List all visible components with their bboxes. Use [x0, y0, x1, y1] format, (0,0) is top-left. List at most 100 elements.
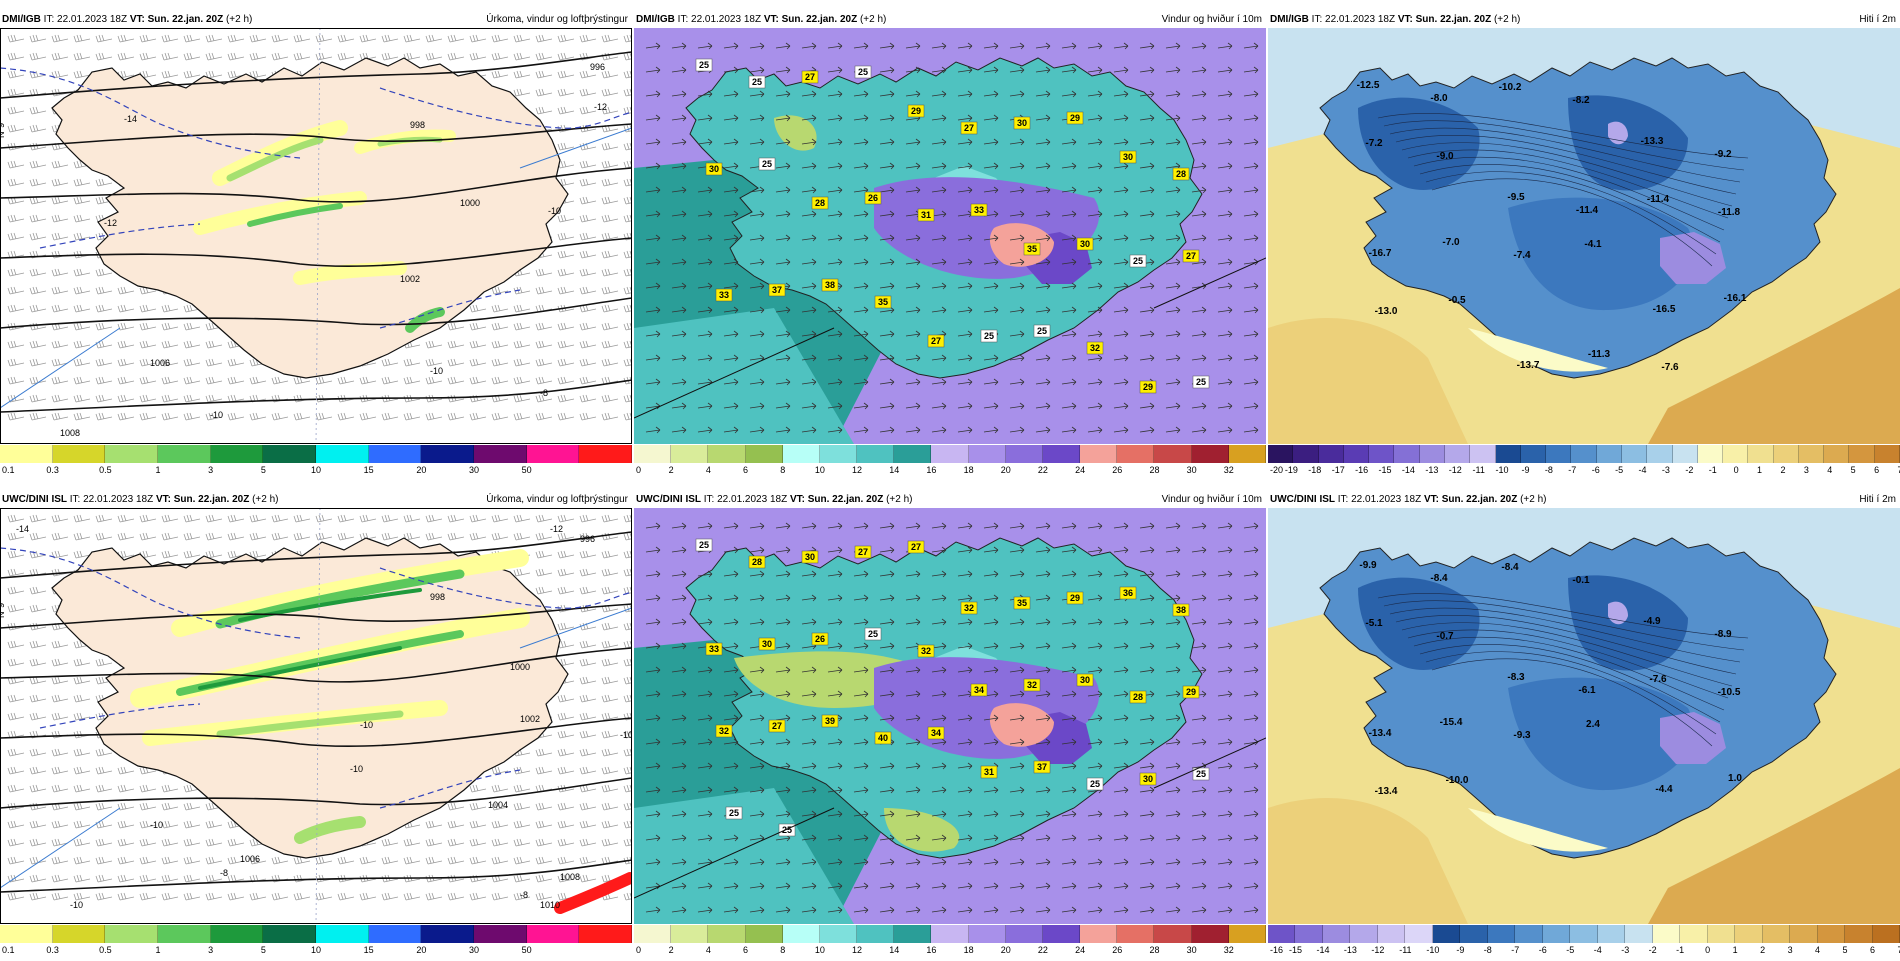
- colorbar-tick-label: -1: [1708, 465, 1717, 475]
- wind-arrow: [1243, 882, 1259, 890]
- wind-arrow: [723, 210, 739, 218]
- contour-line: [1377, 113, 1749, 159]
- wind-barb: [579, 70, 597, 79]
- colorbar-swatch: [782, 445, 820, 463]
- wind-arrow: [1243, 66, 1259, 74]
- wind-arrow: [1217, 834, 1233, 842]
- wind-arrow: [1061, 42, 1077, 50]
- wind-barb: [227, 550, 245, 559]
- wind-barb: [601, 730, 619, 739]
- wind-barb: [249, 550, 267, 559]
- gust-label: 25: [699, 540, 709, 550]
- wind-barb: [7, 532, 25, 541]
- wind-barb: [513, 568, 531, 577]
- wind-barb: [73, 178, 91, 187]
- colorbar-tick-label: -13: [1425, 465, 1439, 475]
- wind-arrow: [827, 42, 843, 50]
- wind-arrow: [697, 354, 713, 362]
- init-time: IT: 22.01.2023 18Z: [40, 14, 130, 25]
- wind-arrow: [1113, 138, 1129, 146]
- wind-barb: [601, 52, 619, 61]
- wind-barb: [205, 340, 223, 349]
- temperature-label: -12: [594, 102, 607, 112]
- wind-zone: [989, 223, 1054, 267]
- wind-barb: [51, 304, 69, 313]
- gust-label: 30: [1017, 118, 1027, 128]
- wind-barb: [117, 376, 135, 385]
- wind-barb: [447, 340, 465, 349]
- gust-box: [907, 540, 925, 554]
- precip-band: [226, 136, 324, 182]
- valid-time: VT: Sun. 22.jan. 20Z: [789, 494, 884, 505]
- temperature-value: -0.7: [1436, 631, 1454, 642]
- wind-arrow: [879, 378, 895, 386]
- temperature-label: -10: [70, 900, 83, 910]
- temperature-value: -8.9: [1714, 629, 1732, 640]
- wind-barb: [205, 856, 223, 865]
- contour-line: [1413, 156, 1725, 231]
- wind-arrow: [957, 306, 973, 314]
- wind-barb: [601, 214, 619, 223]
- gust-box: [821, 278, 839, 292]
- wind-arrow: [957, 258, 973, 266]
- colorbar-swatch: [1798, 445, 1825, 463]
- wind-arrow: [697, 522, 713, 530]
- temperature-contours: [1377, 593, 1749, 747]
- colorbar-tick-label: -2: [1685, 465, 1694, 475]
- wind-arrow: [957, 882, 973, 890]
- temperature-value: -15.4: [1440, 717, 1463, 728]
- wind-barb: [469, 514, 487, 523]
- wind-barb: [623, 838, 632, 847]
- panel-header: UWC/DINI ISL IT: 22.01.2023 18Z VT: Sun.…: [634, 491, 1266, 508]
- wind-arrow: [1243, 714, 1259, 722]
- wind-barb: [117, 874, 135, 883]
- wind-barb: [51, 286, 69, 295]
- wind-map: 25 25 27 25 29 27 30 29 30 28 30 25 28 26 31 33 35 30 25 27…: [634, 28, 1266, 444]
- colorbar-tick-label: 0: [1733, 465, 1739, 475]
- wind-arrow: [1217, 570, 1233, 578]
- wind-arrow: [1165, 762, 1181, 770]
- wind-barb: [29, 874, 47, 883]
- wind-arrow: [1243, 114, 1259, 122]
- wind-barb: [447, 820, 465, 829]
- isobar-label: 996: [590, 62, 605, 72]
- wind-arrow: [957, 594, 973, 602]
- wind-arrow: [671, 258, 687, 266]
- temperature-value: -9.3: [1513, 730, 1531, 741]
- wind-barb: [183, 874, 201, 883]
- wind-arrow: [1165, 594, 1181, 602]
- wind-barb: [425, 52, 443, 61]
- wind-arrow: [1061, 354, 1077, 362]
- wind-arrow: [1035, 810, 1051, 818]
- wind-arrow: [879, 258, 895, 266]
- wind-arrow: [1009, 738, 1025, 746]
- wind-arrow: [853, 618, 869, 626]
- colorbar-swatch: [1080, 925, 1118, 943]
- temperature-value: -8.2: [1572, 95, 1590, 106]
- wind-arrow: [827, 330, 843, 338]
- gust-label: 28: [1133, 692, 1143, 702]
- wind-barb: [7, 658, 25, 667]
- wind-arrow: [1217, 378, 1233, 386]
- gust-label: 28: [752, 557, 762, 567]
- wind-arrow: [1243, 330, 1259, 338]
- wind-barb: [205, 838, 223, 847]
- wind-arrow: [1087, 594, 1103, 602]
- wind-barb: [7, 748, 25, 757]
- wind-arrow: [1191, 210, 1207, 218]
- wind-barb: [227, 52, 245, 61]
- temperature-value: -12.5: [1357, 80, 1380, 91]
- precip-band: [405, 307, 445, 333]
- wind-barb: [51, 70, 69, 79]
- wind-barb: [579, 622, 597, 631]
- wind-arrow: [1009, 666, 1025, 674]
- temperature-value: -4.4: [1655, 784, 1673, 795]
- wind-arrow: [827, 66, 843, 74]
- wind-barb: [161, 322, 179, 331]
- wind-barb: [73, 34, 91, 43]
- panel-title: Hiti í 2m: [1859, 494, 1896, 505]
- isobar-line: [0, 123, 632, 149]
- wind-barb: [51, 766, 69, 775]
- wind-arrow: [827, 402, 843, 410]
- wind-barb: [491, 286, 509, 295]
